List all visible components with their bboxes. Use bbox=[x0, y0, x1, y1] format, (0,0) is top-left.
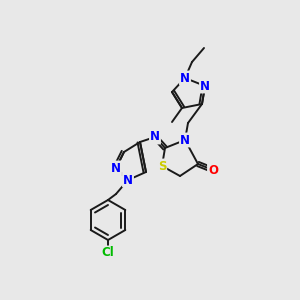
Text: S: S bbox=[158, 160, 166, 172]
Text: N: N bbox=[111, 161, 121, 175]
Text: N: N bbox=[123, 173, 133, 187]
Text: O: O bbox=[208, 164, 218, 176]
Text: N: N bbox=[180, 134, 190, 146]
Text: N: N bbox=[180, 71, 190, 85]
Text: N: N bbox=[150, 130, 160, 143]
Text: N: N bbox=[200, 80, 210, 92]
Text: Cl: Cl bbox=[102, 247, 114, 260]
